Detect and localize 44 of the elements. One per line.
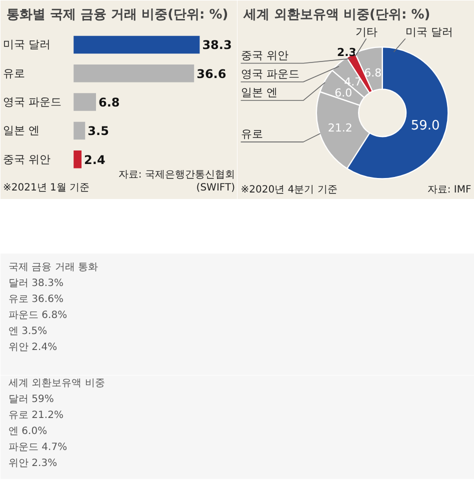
text: 위안 2.4% <box>8 342 58 353</box>
chart-title: 세계 외환보유액 비중(단위: %) <box>242 8 430 22</box>
data-label: 59.0 <box>410 118 440 134</box>
text: 달러 59% <box>8 394 54 405</box>
text: ※2020년 4분기 기준 <box>240 184 338 196</box>
text: 달러 38.3% <box>8 278 64 289</box>
text: 엔 3.5% <box>8 326 48 337</box>
bar <box>74 64 194 82</box>
bar <box>74 150 82 168</box>
y-tick-label: 중국 위안 <box>3 152 51 166</box>
data-label: 2.3 <box>336 46 356 60</box>
y-tick-label: 영국 파운드 <box>3 96 62 109</box>
data-label: 6.8 <box>364 66 382 80</box>
data-label: 21.2 <box>328 121 352 134</box>
text: 유로 21.2% <box>8 410 64 421</box>
data-label: 3.5 <box>88 124 109 138</box>
slice-label: 일본 엔 <box>240 86 278 100</box>
y-tick-label: 일본 엔 <box>3 124 40 138</box>
chart-title: 통화별 국제 금융 거래 비중(단위: %) <box>6 8 228 22</box>
data-label: 6.0 <box>334 86 352 100</box>
text: 파운드 4.7% <box>8 442 68 453</box>
data-label: 2.4 <box>84 152 106 167</box>
y-tick-label: 유로 <box>3 66 26 80</box>
text: 파운드 6.8% <box>8 310 68 321</box>
slice-label: 중국 위안 <box>240 49 288 62</box>
text: 엔 6.0% <box>8 426 48 437</box>
annotation: 자료: 국제은행간통신협회 (SWIFT) <box>118 169 236 194</box>
bar <box>74 93 96 111</box>
slice-label: 미국 달러 <box>405 26 453 39</box>
slice-label: 영국 파운드 <box>240 68 300 81</box>
data-label: 6.8 <box>98 96 120 110</box>
data-label: 36.6 <box>196 66 226 81</box>
text: 위안 2.3% <box>8 458 58 469</box>
text: 세계 외환보유액 비중 <box>8 378 105 389</box>
text: ※2021년 1월 기준 <box>3 182 90 194</box>
bar <box>74 122 86 140</box>
text: 자료: IMF <box>427 184 472 196</box>
bar <box>74 36 200 54</box>
text: 국제 금융 거래 통화 <box>8 262 98 273</box>
text: 유로 36.6% <box>8 294 64 305</box>
y-tick-label: 미국 달러 <box>3 38 51 52</box>
slice-label: 유로 <box>240 128 263 141</box>
data-label: 38.3 <box>202 38 232 52</box>
slice-label: 기타 <box>355 26 378 39</box>
